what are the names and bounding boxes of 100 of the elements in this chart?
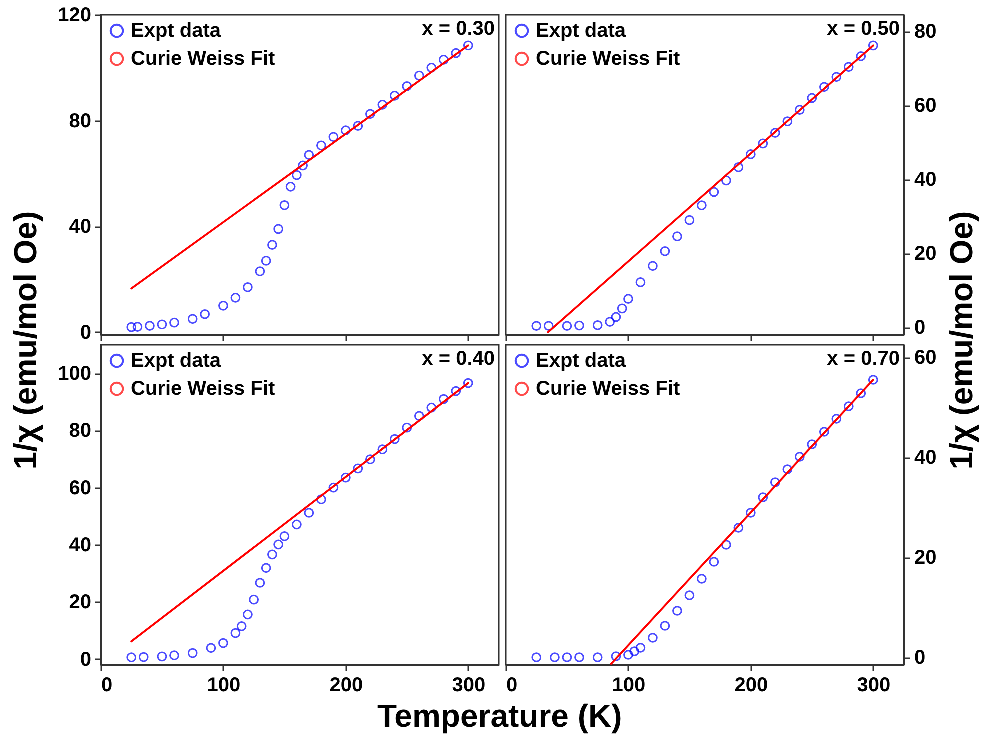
- y-tick-label: 80: [69, 110, 92, 132]
- x-tick-label: 200: [734, 674, 768, 696]
- legend-label: Expt data: [131, 20, 222, 42]
- y2-tick-label: 0: [914, 317, 926, 340]
- point: [648, 261, 658, 272]
- y-tick-label: 100: [58, 363, 92, 386]
- point: [218, 300, 228, 311]
- legend-label: Curie Weiss Fit: [131, 48, 276, 70]
- legend-label: Expt data: [536, 20, 627, 42]
- point: [463, 40, 474, 51]
- point: [734, 162, 744, 172]
- y-tick-label: 120: [58, 4, 92, 26]
- legend-label: Curie Weiss Fit: [536, 378, 680, 400]
- point: [544, 321, 554, 332]
- point: [819, 82, 830, 92]
- point: [438, 55, 449, 65]
- point: [660, 246, 670, 256]
- y-tick-label: 60: [69, 477, 92, 500]
- point: [746, 150, 756, 160]
- legend-label: Curie Weiss Fit: [131, 378, 276, 400]
- point: [722, 176, 732, 186]
- point: [709, 187, 720, 198]
- point: [617, 304, 628, 314]
- legend-label: Expt data: [536, 350, 627, 372]
- point: [611, 312, 622, 322]
- y-axis-title: 1/χ (emu/mol Oe): [8, 210, 45, 470]
- point: [188, 314, 198, 324]
- y-tick-label: 40: [69, 216, 92, 238]
- point: [684, 215, 695, 226]
- x-tick-label: 300: [857, 674, 891, 696]
- y2-tick-label: 20: [914, 547, 937, 569]
- x-tick-label: 200: [330, 674, 364, 696]
- y2-tick-label: 60: [914, 347, 937, 369]
- x-tick-label: 100: [207, 674, 241, 696]
- y-tick-label: 0: [80, 648, 92, 671]
- point: [316, 140, 326, 151]
- annotation: x = 0.50: [827, 18, 900, 40]
- point: [365, 109, 376, 120]
- point: [340, 126, 351, 136]
- point: [230, 293, 241, 303]
- y2-axis-title: 1/χ (emu/mol Oe): [944, 210, 981, 470]
- point: [832, 72, 842, 82]
- point: [562, 321, 572, 332]
- point: [200, 309, 210, 320]
- point: [451, 48, 462, 58]
- annotation: x = 0.40: [422, 348, 495, 370]
- point: [856, 52, 866, 62]
- point: [353, 121, 364, 131]
- legend-label: Curie Weiss Fit: [536, 48, 680, 70]
- point: [672, 232, 682, 242]
- legend-label: Expt data: [131, 350, 222, 372]
- y-tick-label: 0: [80, 322, 92, 344]
- point: [402, 81, 412, 92]
- y2-tick-label: 0: [914, 647, 926, 669]
- point: [157, 320, 168, 330]
- point: [624, 294, 634, 304]
- y2-tick-label: 80: [914, 21, 937, 44]
- point: [170, 318, 180, 328]
- y-tick-label: 20: [69, 592, 92, 614]
- point: [132, 322, 143, 332]
- point: [697, 200, 707, 210]
- point: [280, 200, 290, 210]
- point: [426, 62, 437, 73]
- point: [782, 116, 793, 126]
- point: [261, 256, 272, 266]
- x-tick-label: 100: [612, 674, 646, 696]
- point: [770, 128, 780, 138]
- point: [304, 150, 314, 160]
- point: [844, 62, 854, 72]
- y-tick-label: 80: [69, 420, 92, 442]
- y2-tick-label: 40: [914, 169, 937, 192]
- annotation: x = 0.70: [827, 348, 900, 370]
- point: [574, 320, 584, 331]
- annotation: x = 0.30: [422, 18, 495, 40]
- point: [807, 93, 818, 104]
- point: [328, 132, 339, 142]
- point: [286, 182, 296, 192]
- y2-tick-label: 40: [914, 447, 937, 469]
- y-tick-label: 40: [69, 534, 92, 556]
- point: [298, 160, 308, 171]
- point: [390, 91, 400, 101]
- point: [255, 266, 266, 276]
- x-axis-title: Temperature (K): [378, 698, 622, 735]
- point: [636, 278, 646, 288]
- point: [592, 320, 603, 330]
- x-tick-label: 0: [506, 674, 518, 696]
- point: [378, 100, 388, 110]
- point: [243, 282, 253, 292]
- point: [794, 105, 805, 115]
- point: [274, 224, 284, 234]
- x-tick-label: 300: [452, 674, 486, 696]
- point: [145, 321, 155, 331]
- point: [868, 40, 878, 51]
- x-tick-label: 0: [102, 674, 113, 696]
- point: [126, 322, 137, 332]
- point: [605, 317, 616, 327]
- point: [414, 70, 424, 81]
- y2-tick-label: 60: [914, 95, 937, 118]
- point: [758, 138, 768, 149]
- point: [292, 170, 302, 180]
